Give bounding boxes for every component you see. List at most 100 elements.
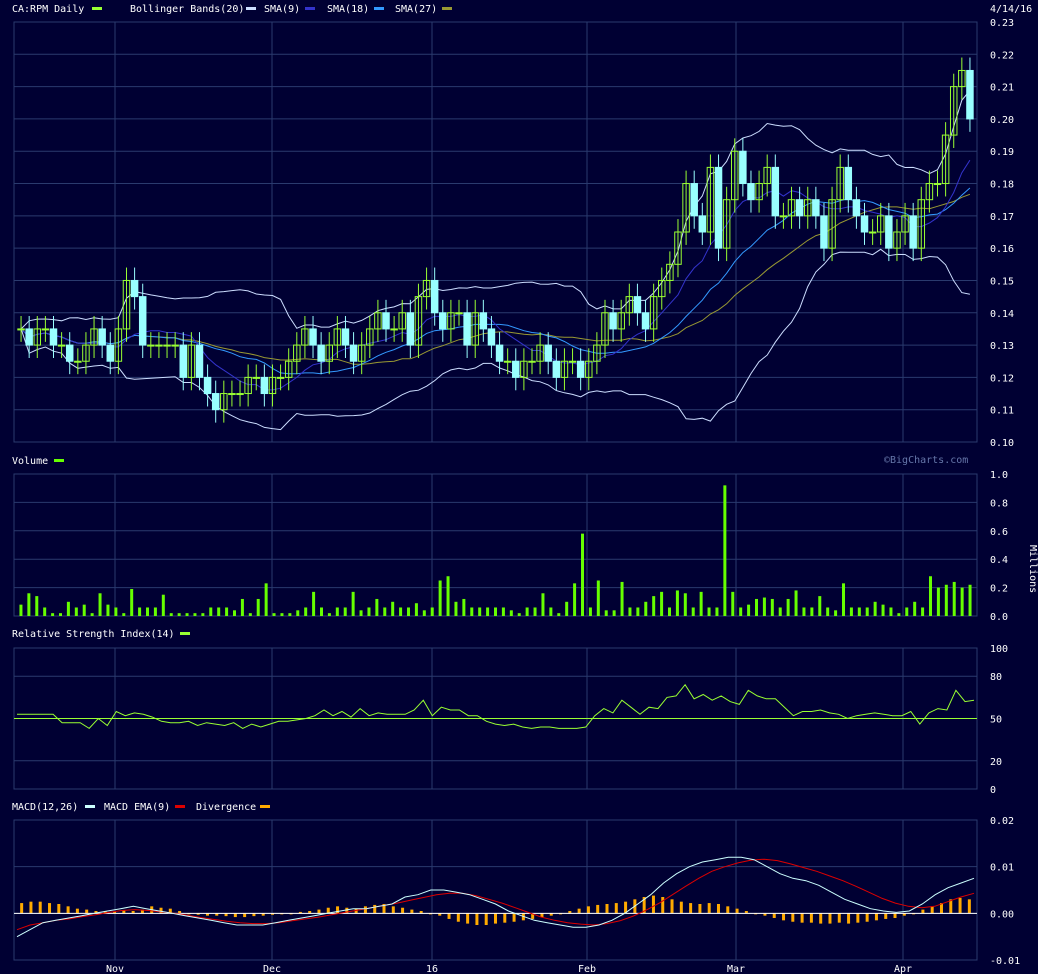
price-tick-label: 0.10 bbox=[990, 438, 1014, 449]
candle-body bbox=[236, 393, 244, 396]
divergence-bar bbox=[540, 913, 544, 918]
candle-body bbox=[98, 328, 106, 346]
divergence-label: Divergence bbox=[196, 802, 256, 813]
volume-bar bbox=[731, 591, 735, 616]
volume-bar bbox=[834, 610, 838, 616]
rsi-legend-swatch bbox=[180, 632, 190, 635]
candle-body bbox=[512, 360, 520, 378]
divergence-bar bbox=[726, 906, 730, 914]
volume-bar bbox=[248, 613, 252, 616]
divergence-bar bbox=[651, 895, 655, 914]
candle-body bbox=[414, 296, 423, 346]
volume-bar bbox=[66, 601, 70, 616]
candle-body bbox=[909, 215, 917, 249]
candle-body bbox=[463, 312, 471, 346]
divergence-bar bbox=[317, 909, 321, 914]
volume-bar bbox=[802, 607, 806, 616]
volume-bar bbox=[849, 607, 853, 616]
divergence-bar bbox=[122, 910, 126, 914]
volume-bar bbox=[351, 591, 355, 616]
divergence-bar bbox=[271, 913, 275, 915]
candle-body bbox=[25, 328, 33, 346]
divergence-bar bbox=[939, 903, 943, 914]
volume-bar bbox=[256, 598, 260, 616]
x-axis: Nov Dec 16 Feb Mar Apr bbox=[106, 964, 912, 974]
divergence-bar bbox=[707, 903, 711, 914]
volume-bar bbox=[620, 581, 624, 616]
x-tick-label: Apr bbox=[894, 964, 912, 974]
price-tick-label: 0.23 bbox=[990, 18, 1014, 29]
price-tick-label: 0.12 bbox=[990, 373, 1014, 384]
volume-bar bbox=[581, 533, 584, 616]
volume-bar bbox=[747, 604, 751, 616]
divergence-bar bbox=[958, 897, 962, 914]
volume-bar bbox=[327, 613, 331, 616]
rsi-tick-label: 100 bbox=[990, 644, 1008, 655]
candle-body bbox=[601, 312, 609, 346]
divergence-bar bbox=[772, 913, 776, 918]
price-tick-label: 0.22 bbox=[990, 50, 1014, 61]
candle-body bbox=[390, 328, 398, 331]
volume-bar bbox=[968, 584, 972, 616]
volume-tick-label: 0.0 bbox=[990, 612, 1008, 623]
rsi-tick-label: 0 bbox=[990, 785, 996, 796]
macd-tick-label: 0.01 bbox=[990, 863, 1014, 874]
candle-body bbox=[576, 360, 585, 378]
volume-bar bbox=[857, 607, 861, 616]
volume-bar bbox=[525, 607, 529, 616]
candle-body bbox=[690, 183, 698, 217]
divergence-bar bbox=[140, 909, 144, 914]
candle-body bbox=[868, 231, 877, 234]
candle-body bbox=[195, 344, 204, 378]
candle-body bbox=[220, 393, 228, 411]
divergence-bar bbox=[689, 903, 693, 914]
volume-bar bbox=[810, 607, 814, 616]
rsi-panel: 0 20 50 80 100 bbox=[13, 644, 1008, 796]
volume-bar bbox=[438, 580, 442, 616]
price-tick-label: 0.13 bbox=[990, 341, 1014, 352]
bollinger-legend-label: Bollinger Bands(20) bbox=[130, 4, 244, 15]
volume-bar bbox=[644, 601, 648, 616]
candle-body bbox=[933, 183, 942, 186]
macd-legend-swatch bbox=[85, 805, 95, 808]
volume-bar bbox=[169, 613, 173, 616]
price-panel: 0.10 0.11 0.12 0.13 0.14 0.15 0.16 0.17 0.18 0.19… bbox=[13, 18, 1014, 449]
candle-body bbox=[374, 312, 382, 330]
volume-bar bbox=[865, 607, 869, 616]
volume-bar bbox=[715, 607, 719, 616]
volume-bar bbox=[509, 610, 513, 616]
candle-body bbox=[876, 215, 885, 233]
candle-body bbox=[341, 328, 350, 346]
divergence-bar bbox=[75, 908, 79, 914]
volume-bar bbox=[778, 607, 782, 616]
divergence-bar bbox=[336, 906, 340, 914]
divergence-bar bbox=[178, 911, 182, 914]
volume-bar bbox=[929, 576, 932, 616]
volume-bar bbox=[383, 607, 387, 616]
candle-body bbox=[893, 231, 901, 249]
volume-bar bbox=[130, 589, 134, 616]
divergence-bar bbox=[466, 913, 470, 924]
divergence-bar bbox=[735, 908, 739, 914]
price-tick-label: 0.20 bbox=[990, 115, 1014, 126]
price-legend: CA:RPM Daily Bollinger Bands(20) SMA(9) … bbox=[12, 4, 1032, 15]
candle-body bbox=[779, 215, 788, 218]
divergence-bar bbox=[298, 911, 302, 914]
volume-bar bbox=[138, 607, 142, 616]
volume-bar bbox=[407, 607, 410, 616]
divergence-bar bbox=[66, 906, 70, 914]
candle-body bbox=[958, 69, 966, 88]
volume-bar bbox=[818, 596, 822, 616]
volume-bar bbox=[897, 613, 901, 616]
bollinger-upper-line bbox=[20, 90, 971, 330]
divergence-bar bbox=[494, 913, 497, 924]
candle-body bbox=[714, 166, 723, 249]
volume-bar bbox=[541, 593, 545, 616]
divergence-bar bbox=[902, 913, 906, 916]
macd-tick-label: 0.02 bbox=[990, 816, 1014, 827]
candle-body bbox=[544, 344, 552, 362]
divergence-bar bbox=[531, 913, 535, 919]
volume-bar bbox=[19, 604, 23, 616]
candle-body bbox=[722, 199, 731, 249]
candle-body bbox=[609, 312, 617, 330]
